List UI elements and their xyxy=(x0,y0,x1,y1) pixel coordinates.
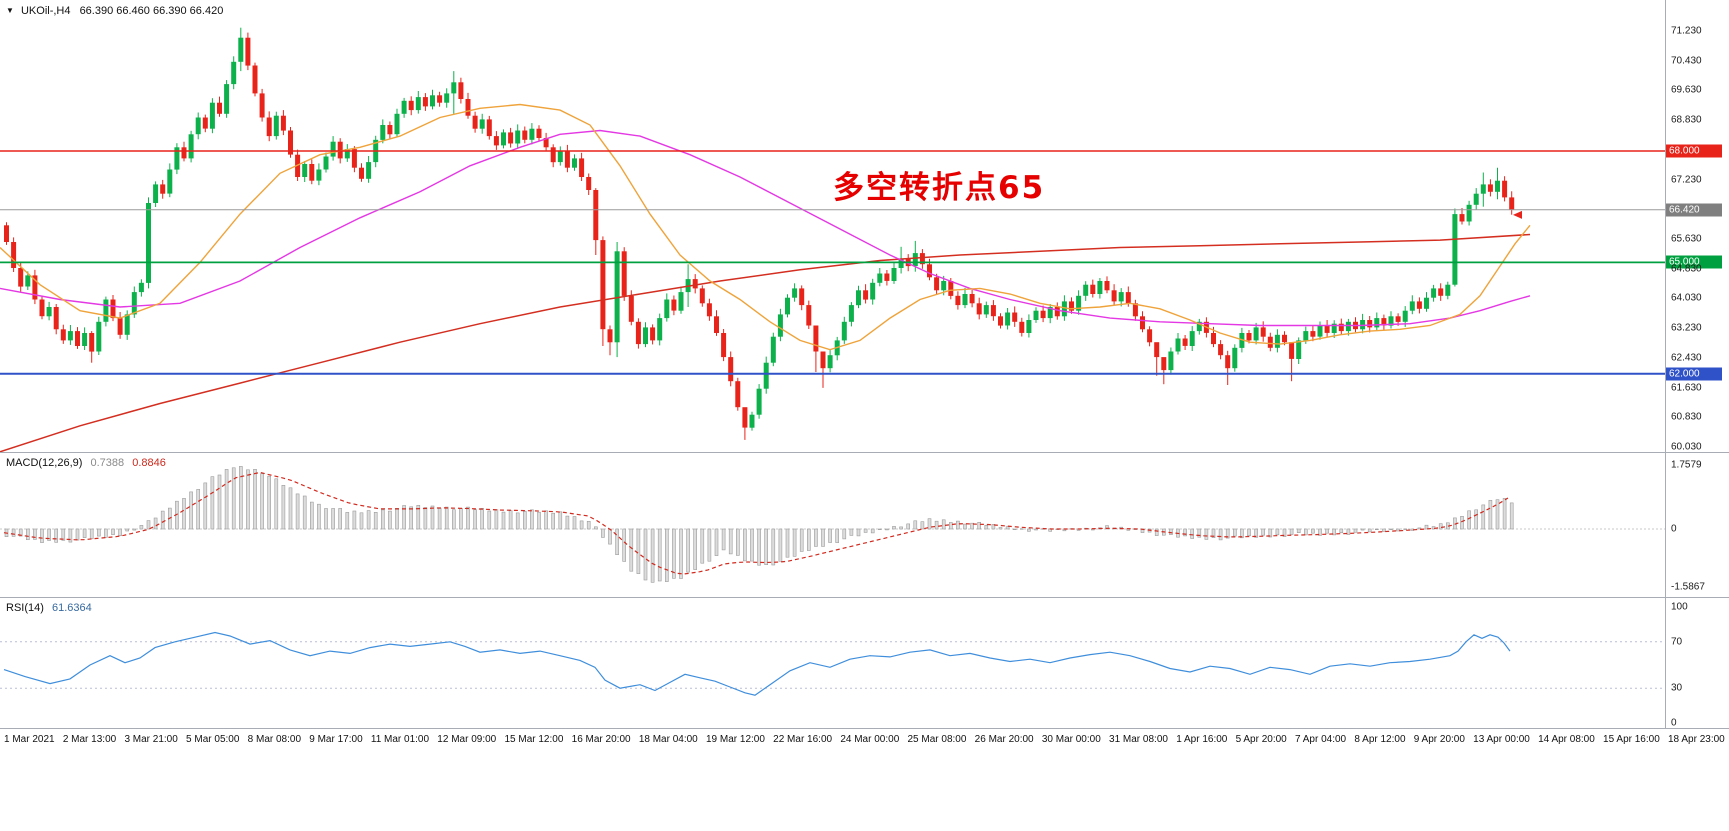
time-label: 9 Apr 20:00 xyxy=(1413,734,1465,745)
axis-tick-label: 70.430 xyxy=(1671,55,1702,67)
symbol-timeframe-label: UKOil-,H4 xyxy=(20,5,71,17)
axis-tick-label: 61.630 xyxy=(1671,382,1702,394)
price-level-badge: 66.420 xyxy=(1666,203,1722,217)
price-level-badge: 68.000 xyxy=(1666,144,1722,158)
ohlc-values: 66.390 66.460 66.390 66.420 xyxy=(79,5,224,17)
macd-indicator-chart[interactable] xyxy=(0,453,1665,597)
rsi-label: RSI(14) xyxy=(6,602,44,614)
axis-tick-label: 64.030 xyxy=(1671,292,1702,304)
panel-separator[interactable] xyxy=(0,597,1729,598)
time-label: 15 Apr 16:00 xyxy=(1603,734,1660,745)
price-level-badge: 62.000 xyxy=(1666,367,1722,381)
time-label: 15 Mar 12:00 xyxy=(504,734,564,745)
time-label: 12 Mar 09:00 xyxy=(437,734,497,745)
time-label: 1 Mar 2021 xyxy=(4,734,55,745)
symbol-header: ▼ UKOil-,H4 66.390 66.460 66.390 66.420 xyxy=(6,5,223,17)
ma-mid-magenta xyxy=(0,129,1531,327)
time-label: 7 Apr 04:00 xyxy=(1294,734,1347,745)
rsi-line xyxy=(3,631,1511,696)
candles-layer xyxy=(4,27,1515,440)
time-label: 5 Mar 05:00 xyxy=(186,734,240,745)
axis-tick-label: 68.830 xyxy=(1671,114,1702,126)
panel-separator xyxy=(0,728,1729,729)
ma-slow-red xyxy=(0,233,1531,452)
axis-tick-label: 63.230 xyxy=(1671,322,1702,334)
time-label: 9 Mar 17:00 xyxy=(309,734,363,745)
price-axis-separator xyxy=(1665,0,1666,729)
macd-main-value: 0.7388 xyxy=(90,457,125,469)
rsi-value: 61.6364 xyxy=(51,602,92,614)
axis-tick-label: 60.830 xyxy=(1671,411,1702,423)
axis-tick-label: 67.230 xyxy=(1671,174,1702,186)
time-label: 31 Mar 08:00 xyxy=(1109,734,1168,745)
time-label: 24 Mar 00:00 xyxy=(840,734,900,745)
chart-annotation-text: 多空转折点65 xyxy=(833,170,1046,206)
axis-tick-label: 60.030 xyxy=(1671,441,1702,453)
time-label: 14 Apr 08:00 xyxy=(1538,734,1595,745)
axis-tick-label: 64.830 xyxy=(1671,263,1702,275)
time-label: 18 Apr 23:00 xyxy=(1668,734,1725,745)
time-label: 25 Mar 08:00 xyxy=(907,734,967,745)
time-label: 18 Mar 04:00 xyxy=(638,734,698,745)
time-label: 5 Apr 20:00 xyxy=(1235,734,1287,745)
time-label: 8 Mar 08:00 xyxy=(247,734,302,745)
price-marker-icon xyxy=(1513,210,1522,219)
axis-tick-label: 1.7579 xyxy=(1671,459,1702,471)
time-label: 8 Apr 12:00 xyxy=(1354,734,1406,745)
axis-tick-label: 71.230 xyxy=(1671,25,1702,37)
macd-signal-line xyxy=(3,471,1509,575)
time-label: 16 Mar 20:00 xyxy=(571,734,631,745)
time-axis[interactable]: 1 Mar 2021 2 Mar 13:00 3 Mar 21:00 5 Mar 05… xyxy=(0,734,1729,745)
time-label: 1 Apr 16:00 xyxy=(1176,734,1228,745)
chart-dropdown-icon[interactable]: ▼ xyxy=(6,6,14,15)
price-axis[interactable]: 68.000 66.420 65.000 62.000 71.230 70.430 69.6… xyxy=(1665,0,1729,729)
axis-tick-label: 62.430 xyxy=(1671,352,1702,364)
price-level-badge: 65.000 xyxy=(1666,255,1722,269)
main-price-chart[interactable] xyxy=(0,0,1665,452)
rsi-indicator-chart[interactable] xyxy=(0,598,1665,728)
axis-tick-label: 69.630 xyxy=(1671,84,1702,96)
axis-tick-label: -1.5867 xyxy=(1671,581,1705,593)
axis-tick-label: 100 xyxy=(1671,601,1688,613)
macd-signal-value: 0.8846 xyxy=(132,457,166,469)
time-label: 3 Mar 21:00 xyxy=(124,734,178,745)
ma-fast-orange xyxy=(0,103,1531,351)
rsi-header: RSI(14) 61.6364 xyxy=(6,602,97,614)
panel-separator[interactable] xyxy=(0,452,1729,453)
time-label: 30 Mar 00:00 xyxy=(1041,734,1101,745)
axis-tick-label: 65.630 xyxy=(1671,233,1702,245)
time-label: 19 Mar 12:00 xyxy=(705,734,765,745)
time-label: 2 Mar 13:00 xyxy=(62,734,117,745)
axis-tick-label: 30 xyxy=(1671,682,1683,694)
axis-tick-label: 0 xyxy=(1671,717,1677,729)
macd-header: MACD(12,26,9) 0.7388 0.8846 xyxy=(6,457,171,469)
time-label: 22 Mar 16:00 xyxy=(773,734,833,745)
macd-label: MACD(12,26,9) xyxy=(6,457,83,469)
axis-tick-label: 70 xyxy=(1671,636,1683,648)
macd-histogram xyxy=(4,466,1514,583)
time-label: 13 Apr 00:00 xyxy=(1473,734,1530,745)
time-label: 26 Mar 20:00 xyxy=(974,734,1034,745)
axis-tick-label: 0 xyxy=(1671,523,1677,535)
time-label: 11 Mar 01:00 xyxy=(370,734,430,745)
